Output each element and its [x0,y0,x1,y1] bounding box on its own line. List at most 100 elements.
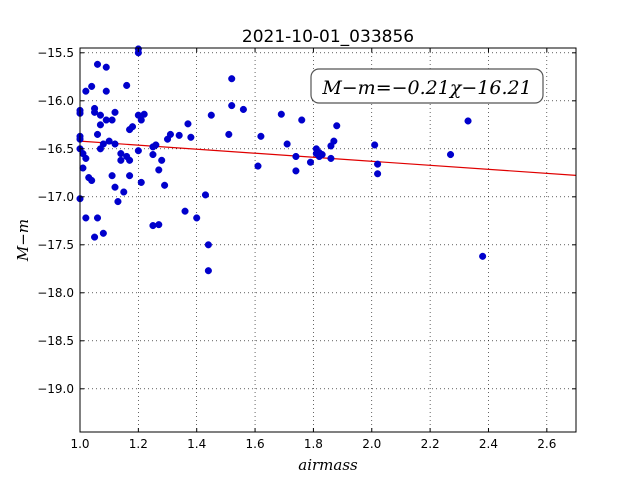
data-point [111,140,119,148]
x-axis-label: airmass [298,456,358,474]
data-point [184,120,192,128]
data-point [181,207,189,215]
data-point [464,117,472,125]
data-point [137,116,145,124]
data-point [82,154,90,162]
x-tick-label: 2.4 [479,437,498,451]
data-point [228,75,236,83]
data-point [228,102,236,110]
data-point [225,130,233,138]
data-point [254,162,262,170]
data-points [76,45,487,275]
data-point [333,122,341,130]
y-axis-label: M−m [14,219,32,262]
data-point [374,170,382,178]
data-point [99,229,107,237]
data-point [120,188,128,196]
data-point [158,156,166,164]
data-point [318,151,326,159]
data-point [277,110,285,118]
fit-equation-text: M−m=−0.21χ−16.21 [321,77,531,99]
x-tick-label: 1.4 [187,437,206,451]
data-point [257,132,265,140]
data-point [479,252,487,260]
data-point [96,111,104,119]
data-point [207,111,215,119]
data-point [149,151,157,159]
data-point [93,60,102,68]
y-tick-label: −19.0 [37,382,74,396]
data-point [149,222,157,230]
grid-lines [80,48,576,432]
data-point [117,150,125,158]
plot-frame [79,47,577,433]
data-point [88,82,96,90]
y-tick-label: −17.0 [37,190,74,204]
y-tick-label: −15.5 [37,46,74,60]
data-point [166,130,174,138]
data-point [108,116,116,124]
chart-title: 2021-10-01_033856 [242,27,414,47]
data-point [91,233,99,241]
data-point [175,131,183,139]
data-point [88,176,96,185]
data-point [204,241,212,249]
x-tick-label: 1.6 [246,437,265,451]
data-point [105,137,113,145]
data-point [102,63,110,71]
data-point [201,191,210,199]
fit-equation-frame [310,68,544,104]
data-point [371,141,379,149]
x-tick-label: 1.8 [304,437,323,451]
data-point [128,123,137,131]
data-point [239,105,247,113]
data-point [446,151,455,159]
data-point [327,154,335,162]
data-point [99,140,107,148]
data-point [292,167,300,175]
x-tick-label: 1.2 [129,437,148,451]
y-tick-label: −16.5 [37,142,74,156]
data-point [82,87,90,95]
data-point [108,172,116,180]
data-point [155,166,163,174]
data-point [102,87,110,95]
data-point [292,152,300,161]
data-point [140,110,148,118]
y-tick-label: −18.0 [37,286,74,300]
fit-equation-box: M−m=−0.21χ−16.21 [310,68,544,104]
data-point [298,116,306,124]
data-point [111,183,119,191]
data-point [117,156,125,164]
data-point [155,221,163,229]
data-point [283,140,291,148]
y-tick-label: −16.0 [37,94,74,108]
data-point [152,141,160,149]
data-point [137,178,145,186]
data-point [123,81,131,89]
x-tick-label: 1.0 [70,437,89,451]
axis-ticks: 1.0 1.2 1.4 1.6 1.8 2.0 2.2 2.4 2.6 −15.5 −16.0 −16… [37,46,576,451]
data-point [374,160,382,168]
data-point [126,172,134,180]
x-tick-label: 2.6 [537,437,556,451]
data-point [161,181,169,189]
data-point [79,164,87,172]
data-point [126,156,134,164]
y-tick-label: −18.5 [37,334,74,348]
x-tick-label: 2.0 [362,437,381,451]
data-point [134,147,142,155]
data-point [82,214,90,222]
data-point [193,214,201,222]
data-point [114,198,122,206]
data-point [93,214,102,222]
data-point [330,137,338,145]
data-point [96,121,104,129]
data-point [111,108,119,116]
data-point [306,158,315,166]
data-point [91,108,99,116]
y-tick-label: −17.5 [37,238,74,252]
data-point [204,267,212,275]
data-point [93,130,102,138]
